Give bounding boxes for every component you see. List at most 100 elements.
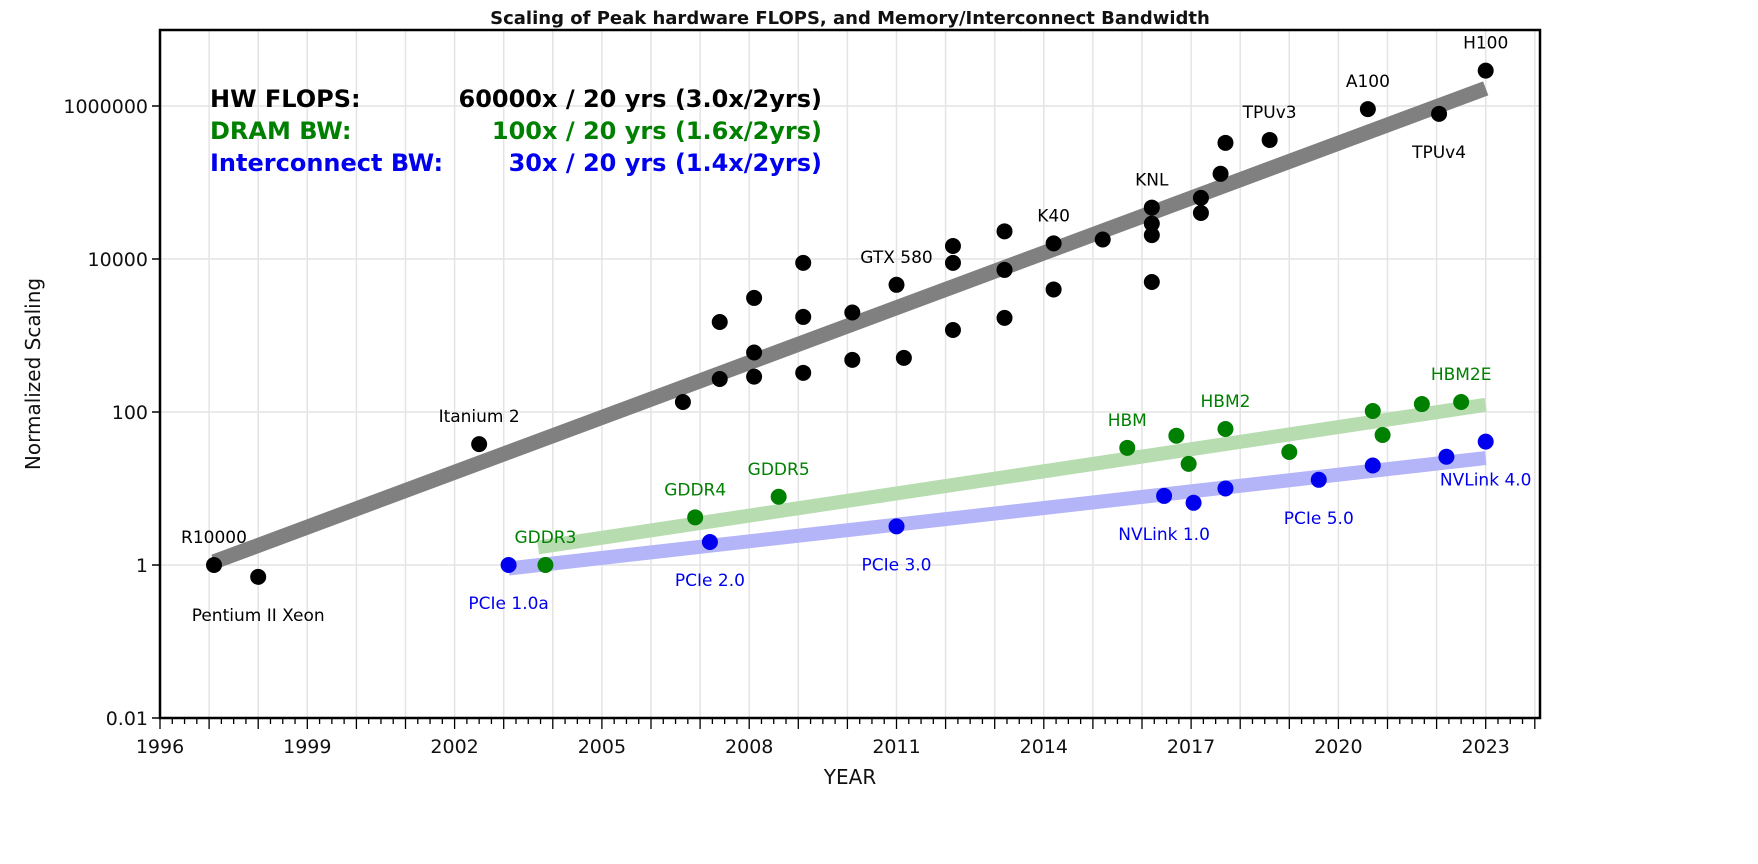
legend-value: 60000x / 20 yrs (3.0x/2yrs)	[459, 85, 823, 113]
dram-point-label: HBM2	[1201, 392, 1251, 412]
flops-point-label: TPUv3	[1242, 103, 1297, 123]
flops-point	[1045, 235, 1062, 252]
flops-point-label: Pentium II Xeon	[192, 606, 325, 626]
flops-point	[1431, 105, 1448, 122]
x-tick-label: 2005	[578, 736, 626, 758]
flops-point	[944, 322, 961, 339]
x-axis-label: YEAR	[823, 765, 877, 789]
legend-value: 30x / 20 yrs (1.4x/2yrs)	[509, 149, 822, 177]
interconnect-point-label: PCIe 5.0	[1284, 509, 1354, 529]
flops-point-label: R10000	[181, 528, 247, 548]
interconnect-point	[1438, 448, 1455, 465]
dram-point-label: HBM2E	[1431, 365, 1492, 385]
legend-label: HW FLOPS:	[210, 85, 361, 113]
x-tick-label: 2020	[1314, 736, 1362, 758]
flops-point-label: Itanium 2	[439, 407, 520, 427]
x-tick-label: 2014	[1020, 736, 1068, 758]
interconnect-point	[1364, 457, 1381, 474]
interconnect-point	[1156, 487, 1173, 504]
x-tick-label: 2017	[1167, 736, 1215, 758]
gridlines	[160, 30, 1540, 719]
x-tick-label: 2011	[872, 736, 920, 758]
flops-trend-line	[211, 81, 1489, 569]
flops-point	[895, 349, 912, 366]
flops-point	[1143, 227, 1160, 244]
flops-point	[944, 254, 961, 271]
x-tick-label: 2023	[1462, 736, 1510, 758]
dram-point-label: GDDR5	[748, 460, 810, 480]
dram-point	[1180, 455, 1197, 472]
interconnect-point	[1217, 480, 1234, 497]
flops-point	[711, 371, 728, 388]
dram-point	[1281, 444, 1298, 461]
flops-point	[1217, 134, 1234, 151]
x-tick-label: 1999	[283, 736, 331, 758]
x-tick-label: 2002	[430, 736, 478, 758]
flops-point-label: KNL	[1135, 171, 1169, 191]
flops-point-label: TPUv4	[1411, 143, 1466, 163]
interconnect-point	[1185, 494, 1202, 511]
flops-point	[1477, 62, 1494, 79]
axes: 1996 1999 2002 2005 2008 2011 2014 2017 2020 2023…	[63, 96, 1536, 758]
interconnect-point	[500, 557, 517, 573]
flops-point	[471, 436, 488, 453]
flops-point-label: GTX 580	[860, 248, 932, 268]
flops-point	[795, 308, 812, 325]
flops-point	[206, 557, 223, 573]
dram-point-label: GDDR3	[514, 528, 576, 548]
x-tick-label: 2008	[725, 736, 773, 758]
flops-point	[1045, 281, 1062, 298]
flops-point	[1143, 215, 1160, 232]
interconnect-point	[1477, 433, 1494, 450]
dram-point	[1168, 427, 1185, 444]
dram-point	[537, 557, 554, 573]
interconnect-point-label: PCIe 2.0	[675, 571, 745, 591]
flops-point	[746, 289, 763, 306]
interconnect-point	[888, 518, 905, 535]
legend-label: Interconnect BW:	[210, 149, 443, 177]
y-axis-label: Normalized Scaling	[21, 278, 45, 470]
dram-point-label: GDDR4	[664, 480, 726, 500]
flops-point	[1192, 189, 1209, 206]
flops-point	[746, 344, 763, 361]
y-tick-label: 1	[136, 555, 148, 577]
flops-point	[996, 223, 1013, 240]
flops-point	[674, 394, 691, 411]
flops-point	[996, 309, 1013, 326]
legend-label: DRAM BW:	[210, 117, 352, 145]
legend-value: 100x / 20 yrs (1.6x/2yrs)	[492, 117, 822, 145]
flops-point	[1143, 274, 1160, 291]
dram-point	[770, 488, 787, 505]
interconnect-point	[1310, 471, 1327, 488]
dram-point-label: HBM	[1108, 411, 1147, 431]
interconnect-point-label: NVLink 4.0	[1440, 471, 1532, 491]
y-tick-label: 1000000	[63, 96, 148, 118]
flops-point	[844, 304, 861, 321]
flops-point	[844, 351, 861, 368]
y-tick-label: 0.01	[106, 708, 148, 730]
flops-point	[746, 368, 763, 385]
dram-point	[1374, 427, 1391, 444]
interconnect-point-label: NVLink 1.0	[1118, 525, 1210, 545]
dram-point	[1364, 403, 1381, 420]
legend: HW FLOPS: 60000x / 20 yrs (3.0x/2yrs) DRAM…	[210, 85, 822, 177]
flops-point	[944, 237, 961, 254]
flops-point	[1094, 231, 1111, 248]
dram-point	[1217, 420, 1234, 437]
interconnect-point	[701, 533, 718, 550]
dram-point	[1119, 439, 1136, 456]
flops-point	[888, 276, 905, 293]
dram-point	[1453, 394, 1470, 411]
x-tick-label: 1996	[136, 736, 184, 758]
data-points	[206, 62, 1494, 585]
flops-point	[996, 261, 1013, 278]
chart-title: Scaling of Peak hardware FLOPS, and Memo…	[490, 8, 1210, 29]
flops-point-label: A100	[1346, 72, 1390, 92]
flops-point-label: K40	[1037, 206, 1070, 226]
interconnect-point-label: PCIe 1.0a	[468, 594, 548, 614]
dram-point	[1413, 396, 1430, 413]
flops-point	[1143, 199, 1160, 216]
plot-frame	[158, 28, 1542, 720]
y-tick-label: 100	[112, 402, 148, 424]
